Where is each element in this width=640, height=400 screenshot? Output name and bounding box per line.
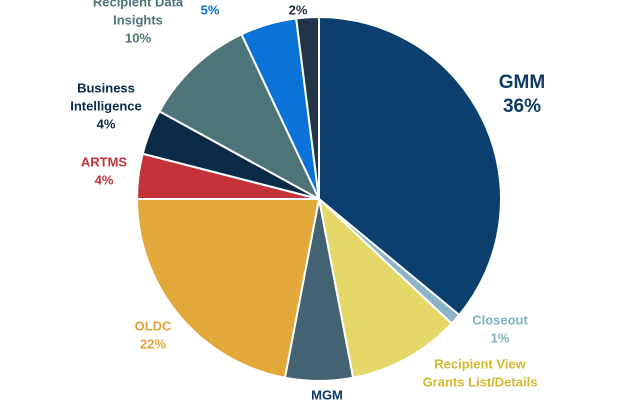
pie-label-closeout: Closeout 1% [472, 312, 528, 345]
pie-label-5: 5% [201, 2, 220, 17]
pie-label-recipient-view-grants-list-details: Recipient View Grants List/Details [423, 356, 538, 389]
pie-slices [135, 15, 502, 382]
pie-slice-recipient-data-insights [158, 32, 322, 202]
pie-label-2: 2% [289, 2, 308, 17]
pie-label-oldc: OLDC 22% [135, 318, 172, 351]
pie-label-recipient-data-insights: Recipient Data Insights 10% [93, 0, 184, 45]
pie-slice-2 [295, 15, 320, 200]
pie-slice-oldc [135, 198, 321, 379]
pie-label-mgm: MGM [311, 387, 343, 400]
pie-label-gmm: GMM 36% [499, 72, 545, 117]
pie-labels: GMM 36% Closeout 1% Recipient View Grants Lis… [70, 0, 545, 400]
pie-label-business-intelligence: Business Intelligence 4% [70, 80, 142, 131]
pie-label-artms: ARTMS 4% [81, 154, 128, 187]
pie-slice-gmm [318, 15, 502, 317]
pie-slice-recipient-view-grants-list-details [317, 196, 454, 379]
